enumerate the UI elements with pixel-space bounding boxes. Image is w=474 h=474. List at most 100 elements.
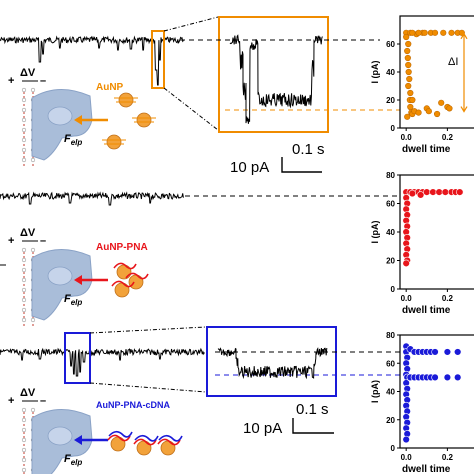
delta-i-arrowhead-bottom (460, 106, 468, 113)
data-point (453, 348, 462, 356)
y-tick-label: 60 (386, 40, 395, 49)
lipid-head (21, 467, 27, 473)
lipid-head (21, 257, 27, 263)
lipid-head (21, 417, 27, 423)
scatter-chart-3: 0 20 40 60 80 0.0 0.2 I (pA) dwell time (370, 331, 474, 474)
gold-nanoparticle (118, 92, 134, 108)
data-point (405, 40, 412, 48)
x-axis-label: dwell time (402, 305, 451, 316)
voltage-minus: – (40, 75, 46, 87)
data-point (423, 188, 431, 196)
lipid-head (21, 147, 27, 153)
lipid-head (30, 407, 36, 413)
data-point (431, 373, 439, 382)
data-point (429, 188, 437, 196)
lipid-head (21, 157, 27, 163)
data-point (431, 29, 439, 36)
cdna-strand (108, 430, 133, 438)
force-arrowhead (74, 275, 82, 285)
lipid-head (30, 247, 36, 253)
pna-strand (107, 434, 131, 442)
lipid-head (21, 287, 27, 293)
data-point (404, 54, 411, 62)
x-tick-label: 0.0 (401, 453, 413, 462)
gold-nanoparticle (160, 440, 176, 456)
pna-strand (133, 438, 157, 446)
row3-highlight-box (64, 332, 91, 384)
pore-vestibule (47, 426, 73, 446)
delta-i-arrowhead-top (460, 32, 468, 40)
row3-scale-bar (292, 418, 334, 434)
scatter-charts: 0 20 40 60 0.0 0.2 I (pA) dwell time ΔI 0 20 40 60 80… (370, 15, 474, 474)
data-point (408, 189, 417, 198)
data-point (448, 29, 455, 36)
data-point (456, 188, 464, 196)
data-point (440, 29, 447, 36)
lipid-head (21, 127, 27, 133)
data-point (443, 348, 452, 356)
y-tick-label: 80 (386, 171, 395, 180)
x-tick-label: 0.0 (401, 294, 413, 303)
gold-nanoparticle (110, 436, 126, 452)
data-point (425, 108, 432, 115)
y-tick-label: 80 (386, 331, 395, 340)
x-tick-label: 0.2 (442, 453, 454, 462)
voltage-minus: – (40, 395, 46, 407)
row1-zoom-trace (229, 34, 323, 124)
y-tick-label: 0 (391, 444, 396, 453)
y-tick-label: 20 (386, 257, 395, 266)
lipid-head (21, 447, 27, 453)
y-axis-label: I (pA) (370, 380, 380, 403)
data-point (409, 96, 416, 104)
y-tick-label: 20 (386, 416, 395, 425)
lipid-head (21, 407, 27, 413)
lipid-head (21, 117, 27, 123)
lipid-head (21, 87, 27, 93)
force-subscript: elp (71, 298, 83, 307)
row1-zoom-guide-top (163, 16, 219, 32)
row3-zoom-guide-top (89, 326, 207, 334)
y-tick-label: 40 (386, 68, 395, 77)
voltage-plus: + (8, 75, 14, 87)
lipid-head (21, 277, 27, 283)
force-arrowhead (74, 435, 82, 445)
gold-nanoparticle (114, 282, 130, 298)
row1-highlight-box (151, 30, 165, 89)
scatter-chart-2: 0 20 40 60 80 0.0 0.2 I (pA) dwell time (370, 171, 474, 316)
data-point (405, 82, 412, 90)
x-axis-label: dwell time (402, 144, 451, 155)
row3-zoom-guide-bottom (89, 382, 207, 393)
lipid-head (21, 457, 27, 463)
y-axis-label: I (pA) (370, 61, 380, 84)
voltage-minus: – (40, 235, 46, 247)
y-tick-label: 20 (386, 96, 395, 105)
data-point (403, 33, 410, 41)
pna-strand (113, 262, 137, 270)
delta-i-label: ΔI (448, 56, 458, 68)
pore-schematics: +ΔV–FelpAuNP+ΔV–FelpAuNP-PNA+ΔV–FelpAuNP… (8, 67, 183, 474)
voltage-plus: + (8, 395, 14, 407)
row3-scale-time: 0.1 s (296, 401, 329, 418)
data-point (431, 348, 439, 356)
row2-trace (0, 191, 184, 206)
data-point (443, 373, 452, 382)
row3-zoom-trace (217, 347, 328, 380)
delta-v-label: ΔV (20, 67, 36, 79)
data-point (416, 191, 425, 199)
voltage-plus: + (8, 235, 14, 247)
row1-zoom-guide-bottom (163, 87, 219, 131)
row-2 (0, 191, 400, 266)
y-tick-label: 40 (386, 228, 395, 237)
row-3: 0.1 s 10 pA (0, 326, 400, 437)
data-point (438, 99, 445, 106)
x-tick-label: 0.2 (442, 133, 454, 142)
lipid-head (21, 307, 27, 313)
lipid-head (21, 297, 27, 303)
scatter-chart-1: 0 20 40 60 0.0 0.2 I (pA) dwell time ΔI (370, 15, 474, 155)
data-point (453, 373, 462, 382)
data-point (446, 105, 453, 112)
data-point (407, 103, 414, 111)
data-point (405, 68, 412, 76)
y-tick-label: 0 (391, 285, 396, 294)
y-tick-label: 60 (386, 359, 395, 368)
